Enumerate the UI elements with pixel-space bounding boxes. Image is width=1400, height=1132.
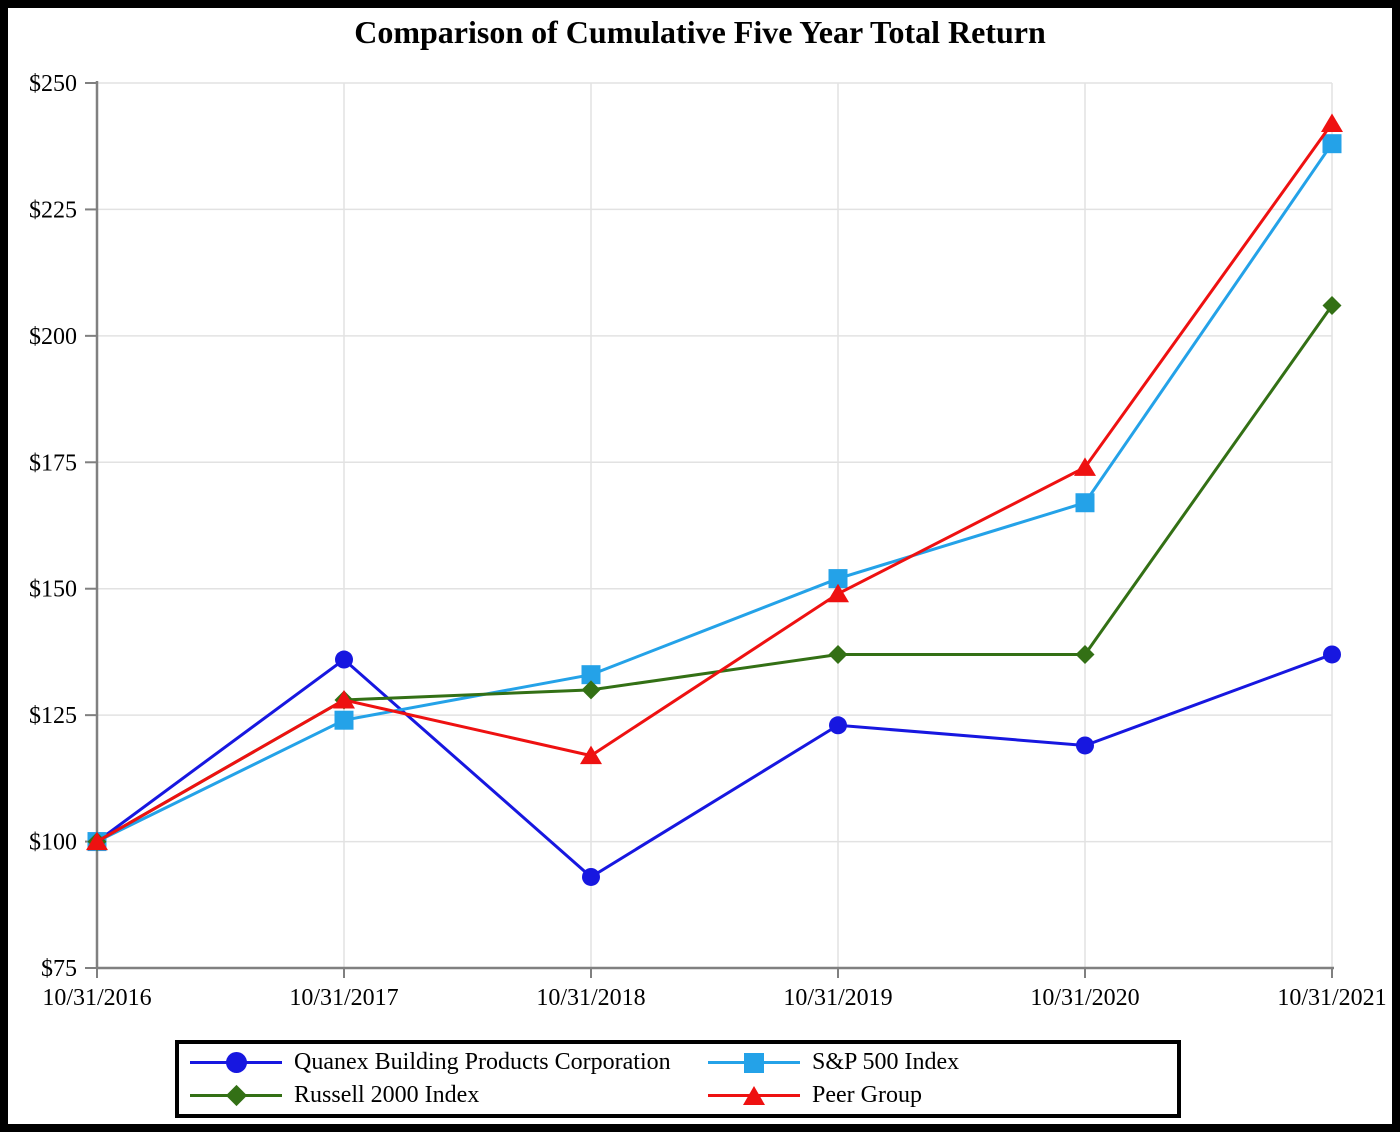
data-point-triangle — [86, 831, 108, 851]
series-line-circle — [96, 653, 1333, 879]
legend-item-russell: Russell 2000 Index — [190, 1079, 708, 1112]
series-line-diamond — [96, 304, 1334, 843]
russell-line-diamond-marker-icon — [190, 1084, 282, 1108]
data-point-square — [334, 710, 354, 730]
y-tick-label: $200 — [29, 324, 77, 350]
data-point-diamond — [1075, 644, 1095, 664]
legend-item-sp500: S&P 500 Index — [708, 1046, 1177, 1079]
y-tick-label: $250 — [29, 71, 77, 97]
legend-label-russell: Russell 2000 Index — [294, 1082, 480, 1108]
data-point-diamond — [828, 644, 848, 664]
data-point-circle — [1323, 645, 1341, 664]
x-tick-label: 10/31/2018 — [536, 985, 645, 1011]
legend-item-quanex: Quanex Building Products Corporation — [190, 1046, 708, 1079]
x-tick-label: 10/31/2021 — [1277, 985, 1386, 1011]
data-point-square — [1322, 134, 1342, 154]
data-point-circle — [829, 716, 847, 735]
y-tick-label: $100 — [29, 830, 77, 856]
data-point-diamond — [1322, 296, 1342, 316]
x-tick-label: 10/31/2017 — [289, 985, 398, 1011]
data-point-circle — [582, 867, 600, 886]
data-point-triangle — [333, 689, 355, 709]
legend-label-quanex: Quanex Building Products Corporation — [294, 1049, 671, 1075]
x-tick-label: 10/31/2019 — [783, 985, 892, 1011]
y-tick-label: $150 — [29, 577, 77, 603]
data-point-triangle — [1074, 457, 1096, 476]
x-tick-label: 10/31/2020 — [1030, 985, 1139, 1011]
y-tick-label: $75 — [41, 956, 77, 982]
sp500-line-square-marker-icon — [708, 1051, 800, 1075]
chart-title: Comparison of Cumulative Five Year Total… — [354, 14, 1046, 50]
data-point-square — [828, 569, 848, 589]
plot-area: $75 $100 $125 $150 $175 $200 $225 $250 10/31/201… — [29, 71, 1387, 1011]
data-point-triangle — [827, 583, 849, 603]
data-point-triangle — [1321, 113, 1343, 132]
legend-label-peer-group: Peer Group — [812, 1082, 922, 1108]
legend-item-peer-group: Peer Group — [708, 1079, 1177, 1112]
data-point-diamond — [581, 680, 601, 700]
series-line-square — [96, 142, 1334, 843]
series-line-triangle — [96, 122, 1334, 843]
quanex-line-circle-marker-icon — [190, 1051, 282, 1075]
data-point-square — [1075, 493, 1095, 513]
y-tick-label: $175 — [29, 450, 77, 476]
legend-label-sp500: S&P 500 Index — [812, 1049, 960, 1075]
x-tick-label: 10/31/2016 — [42, 985, 151, 1011]
y-tick-label: $225 — [29, 197, 77, 223]
data-point-circle — [1076, 736, 1094, 755]
data-point-triangle — [580, 745, 602, 765]
peer-group-line-triangle-marker-icon — [708, 1084, 800, 1108]
data-point-circle — [335, 650, 353, 669]
y-tick-label: $125 — [29, 703, 77, 729]
legend-box: Quanex Building Products Corporation S&P… — [175, 1040, 1181, 1118]
data-point-square — [581, 665, 601, 685]
